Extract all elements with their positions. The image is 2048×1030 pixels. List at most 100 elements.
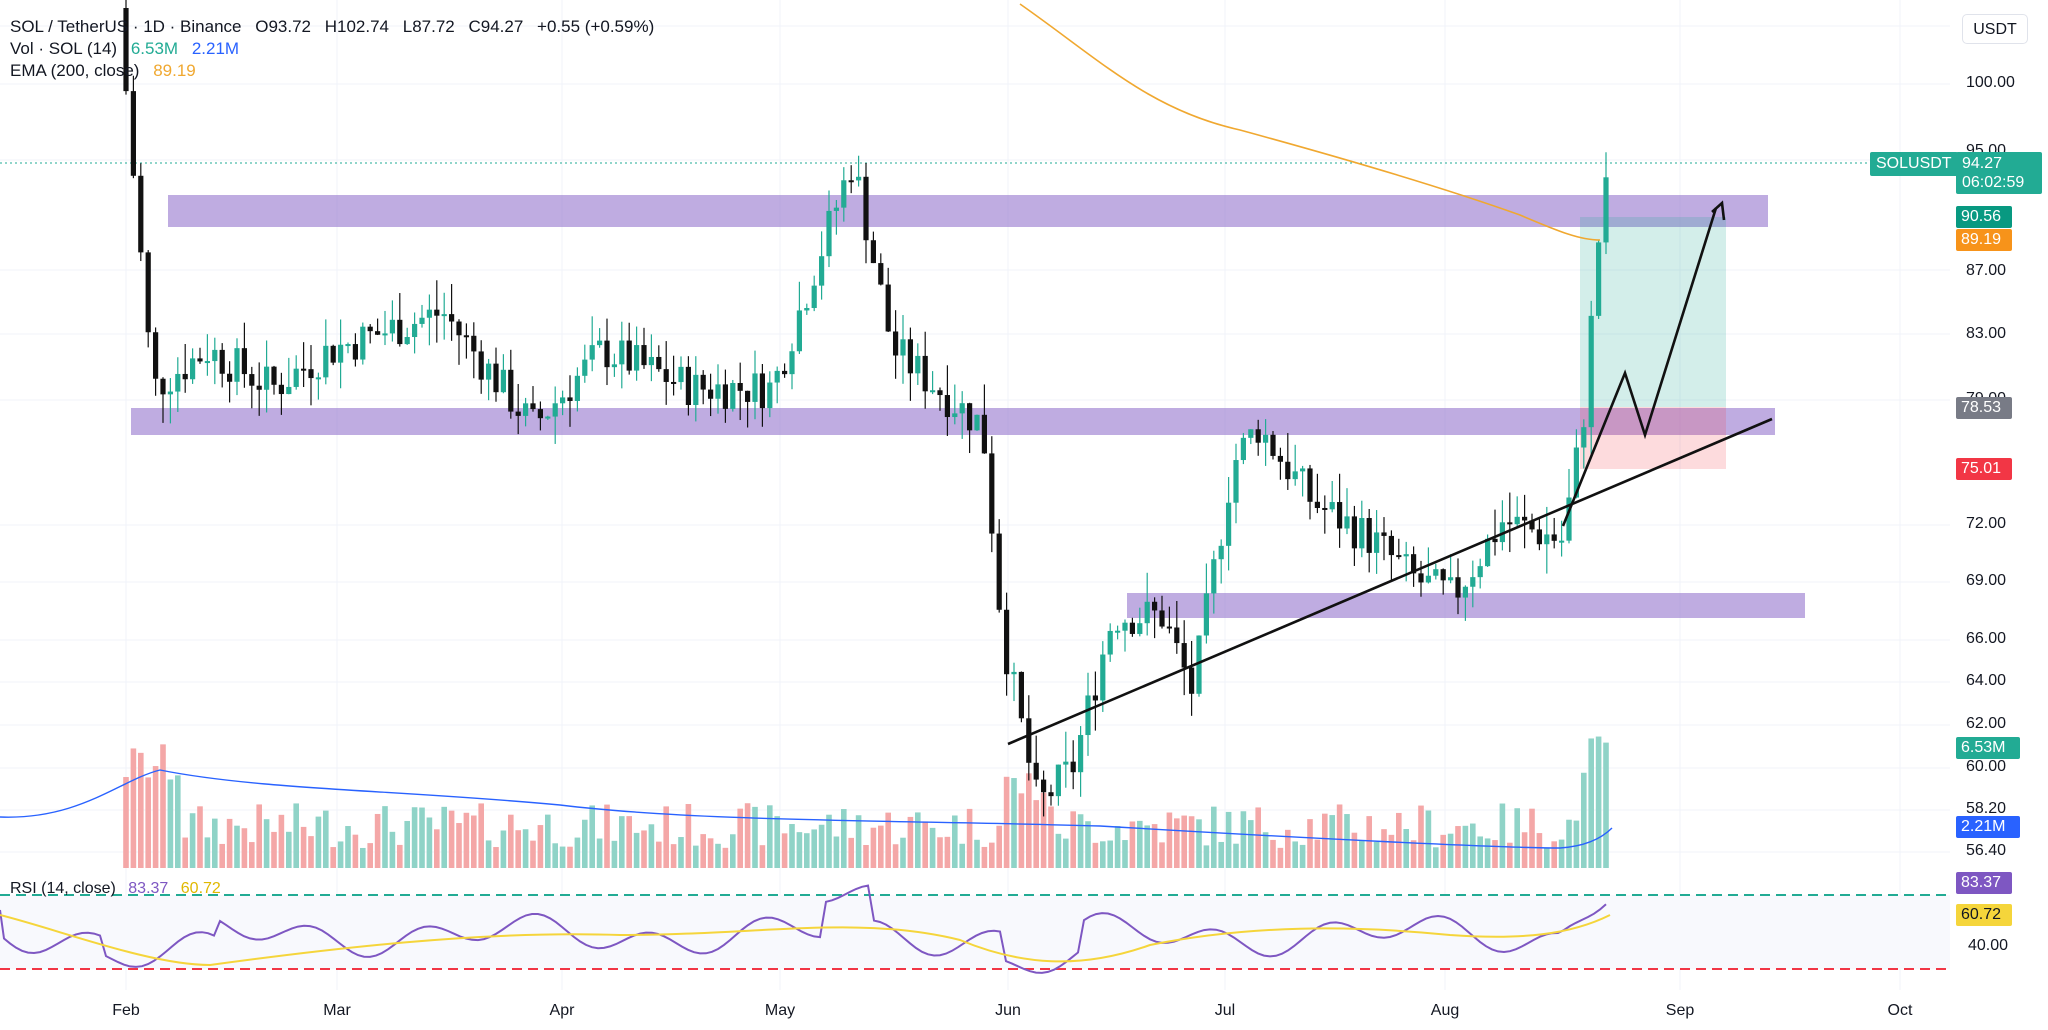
candle-body xyxy=(1314,501,1320,508)
volume-bar xyxy=(559,846,566,868)
volume-bar xyxy=(1285,829,1291,868)
time-tick: Aug xyxy=(1430,1002,1460,1019)
rsi-axis-tick: 40.00 xyxy=(1968,937,2009,954)
currency-button[interactable]: USDT xyxy=(1962,14,2028,44)
volume-bar xyxy=(611,840,618,868)
volume-bar xyxy=(1381,829,1387,868)
overlay-lines xyxy=(1007,3,1773,746)
rsi-label[interactable]: RSI (14, close) xyxy=(10,880,116,897)
volume-bar xyxy=(870,827,877,868)
volume-bar xyxy=(175,775,181,868)
price-tick: 72.00 xyxy=(1966,515,2007,532)
candle-body xyxy=(1300,468,1306,472)
candle-body xyxy=(737,383,743,391)
candle-body xyxy=(1078,735,1084,773)
candle-body xyxy=(944,395,950,418)
candle-body xyxy=(1026,718,1032,763)
candle-body xyxy=(1388,535,1394,556)
candle-body xyxy=(167,391,173,395)
volume-bar xyxy=(367,843,373,868)
candle-body xyxy=(959,403,965,414)
ema-200-line xyxy=(1019,3,1601,241)
candle-body xyxy=(419,317,425,324)
price-tick: 100.00 xyxy=(1966,74,2015,91)
volume-bar xyxy=(796,832,803,868)
volume-bar xyxy=(1048,806,1054,868)
volume-bar xyxy=(1595,736,1602,868)
candle-body xyxy=(856,176,862,181)
candle-body xyxy=(1181,643,1187,668)
volume-bar xyxy=(1507,842,1513,868)
volume-bar xyxy=(308,836,314,868)
rsi-legend: RSI (14, close) 83.37 60.72 xyxy=(10,880,229,898)
volume-bar xyxy=(752,806,758,868)
volume-bar xyxy=(241,828,248,868)
volume-bar xyxy=(678,837,684,868)
volume-bar xyxy=(878,825,884,868)
volume-label[interactable]: Vol · SOL (14) xyxy=(10,39,118,58)
volume-bar xyxy=(286,831,292,868)
volume-bar xyxy=(508,814,514,868)
candle-body xyxy=(804,308,810,311)
candle-body xyxy=(1403,554,1409,557)
candle-body xyxy=(441,314,447,317)
volume-bar xyxy=(915,812,921,868)
ascending-trendline xyxy=(1007,417,1773,746)
candle-body xyxy=(981,414,987,454)
volume-bar xyxy=(1603,742,1609,868)
candle-body xyxy=(367,326,373,332)
volume-bar xyxy=(781,833,788,868)
candle-body xyxy=(493,363,499,393)
volume-bar xyxy=(1203,845,1210,868)
candle-body xyxy=(1277,455,1283,462)
ema-value: 89.19 xyxy=(153,61,196,80)
volume-bar xyxy=(959,843,965,868)
candle-body xyxy=(530,403,536,410)
candle-body xyxy=(1285,461,1291,480)
volume-bar xyxy=(189,813,196,868)
stop-price-tag: 75.01 xyxy=(1956,458,2012,480)
volume-bar xyxy=(1033,800,1039,868)
support-zone xyxy=(131,408,1775,435)
rsi-pane xyxy=(0,884,1950,974)
volume-bar xyxy=(537,825,544,868)
candle-body xyxy=(1292,471,1298,480)
volume-bar xyxy=(515,830,521,868)
candle-body xyxy=(1536,529,1542,545)
candle-body xyxy=(212,349,218,362)
volume-bar xyxy=(848,837,854,868)
volume-bar xyxy=(604,804,610,868)
volume-bar xyxy=(448,810,455,868)
volume-bar xyxy=(138,752,144,868)
volume-bar xyxy=(300,826,307,868)
volume-bar xyxy=(1440,834,1446,868)
volume-bar xyxy=(1462,825,1469,868)
volume-bar xyxy=(411,807,418,868)
candle-body xyxy=(767,382,773,409)
volume-bar xyxy=(907,816,914,868)
volume-ma-line xyxy=(0,769,1613,849)
volume-bar xyxy=(485,840,492,868)
candle-body xyxy=(1477,566,1483,578)
candle-body xyxy=(752,373,758,402)
volume-bar xyxy=(1218,841,1224,868)
volume-bar xyxy=(1262,832,1269,868)
rsi-ma-price-tag: 60.72 xyxy=(1956,904,2012,926)
volume-bar xyxy=(811,829,817,868)
candle-body xyxy=(1344,516,1350,529)
candle-body xyxy=(774,370,780,383)
candle-body xyxy=(693,374,699,405)
candle-body xyxy=(671,381,677,384)
time-tick: Sep xyxy=(1665,1002,1695,1019)
candle-body xyxy=(900,339,906,356)
candle-body xyxy=(893,331,899,356)
volume-bar xyxy=(1100,841,1106,868)
volume-bar xyxy=(670,844,677,868)
symbol-title[interactable]: SOL / TetherUS · 1D · Binance xyxy=(10,17,242,36)
candle-body xyxy=(678,366,684,383)
volume-bar xyxy=(249,842,255,868)
candle-body xyxy=(870,240,876,264)
long-position-tool[interactable] xyxy=(1580,217,1726,469)
ema-label[interactable]: EMA (200, close) xyxy=(10,61,140,80)
